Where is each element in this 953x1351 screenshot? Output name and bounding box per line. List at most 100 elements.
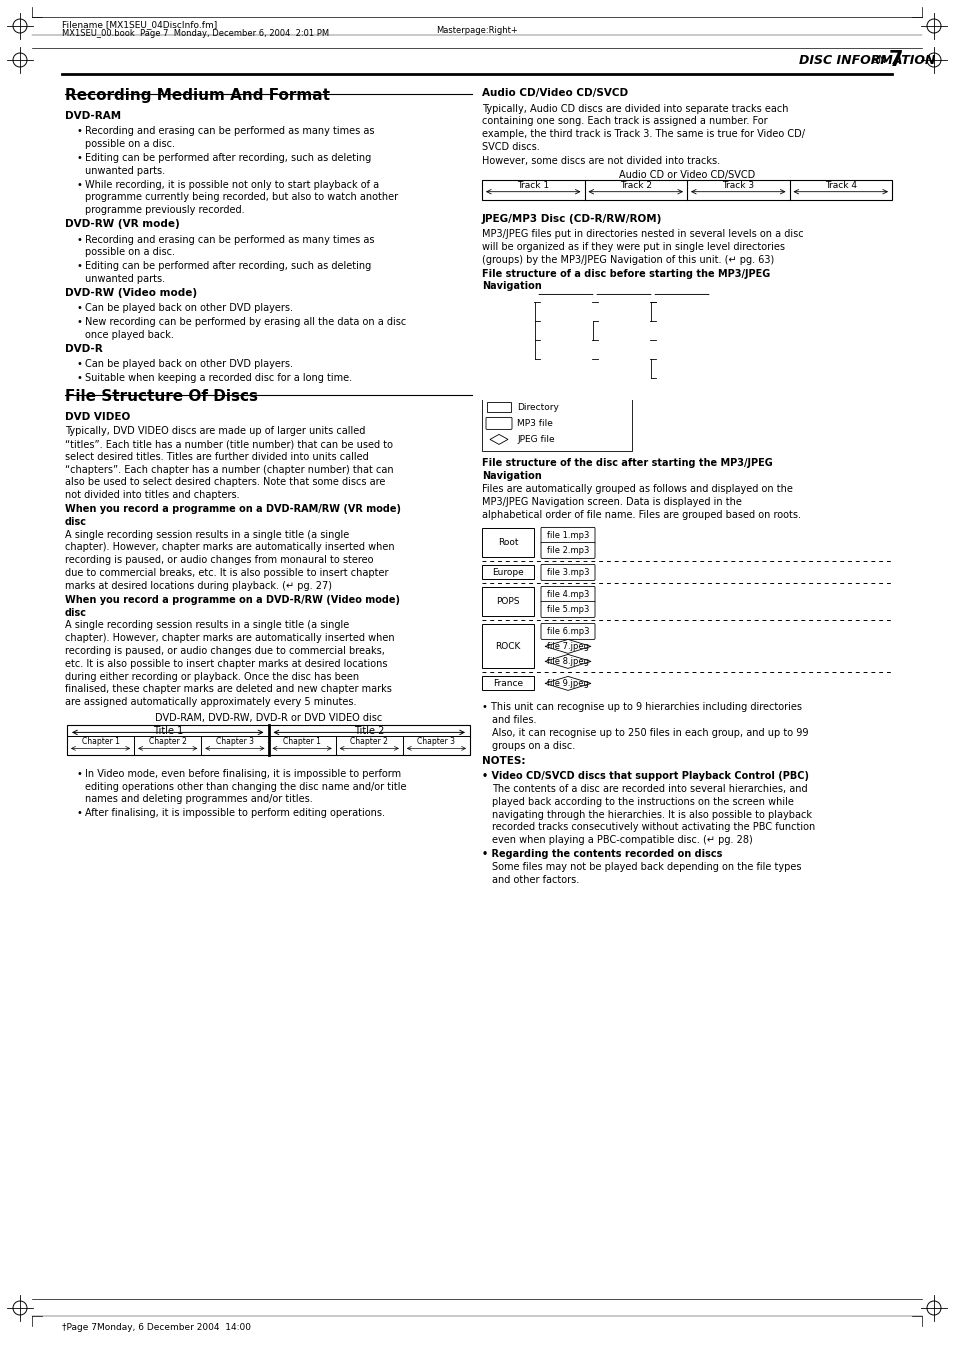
Polygon shape <box>659 353 704 366</box>
Text: file 1.mp3: file 1.mp3 <box>546 299 584 307</box>
Text: will be organized as if they were put in single level directories: will be organized as if they were put in… <box>481 242 784 253</box>
Text: JPEG/MP3 Disc (CD-R/RW/ROM): JPEG/MP3 Disc (CD-R/RW/ROM) <box>481 213 661 224</box>
Bar <box>598 334 649 347</box>
Bar <box>539 334 592 347</box>
FancyBboxPatch shape <box>597 295 650 311</box>
Text: DISC INFORMATION: DISC INFORMATION <box>799 54 935 66</box>
Text: New recording can be performed by erasing all the data on a disc: New recording can be performed by erasin… <box>85 317 406 327</box>
Text: Can be played back on other DVD players.: Can be played back on other DVD players. <box>85 359 293 369</box>
Text: Navigation: Navigation <box>481 281 541 292</box>
Bar <box>598 315 649 328</box>
Text: MP3/JPEG Navigation screen. Data is displayed in the: MP3/JPEG Navigation screen. Data is disp… <box>481 497 741 507</box>
Text: DVD-RW (VR mode): DVD-RW (VR mode) <box>65 219 179 230</box>
Text: Filename [MX1SEU_04DiscInfo.fm]: Filename [MX1SEU_04DiscInfo.fm] <box>62 20 217 28</box>
Text: Title 1: Title 1 <box>152 725 183 736</box>
Text: marks at desired locations during playback. (↵ pg. 27): marks at desired locations during playba… <box>65 581 332 590</box>
Text: Also, it can recognise up to 250 files in each group, and up to 99: Also, it can recognise up to 250 files i… <box>492 728 807 738</box>
Text: Directory: Directory <box>517 403 558 412</box>
Bar <box>481 296 534 309</box>
Text: ROCK: ROCK <box>612 336 636 345</box>
Text: file 7.jpeg: file 7.jpeg <box>546 642 588 651</box>
Text: recorded tracks consecutively without activating the PBC function: recorded tracks consecutively without ac… <box>492 823 815 832</box>
Text: Editing can be performed after recording, such as deleting: Editing can be performed after recording… <box>85 261 371 272</box>
Text: Europe: Europe <box>492 567 523 577</box>
Text: ROCK: ROCK <box>612 336 636 345</box>
Polygon shape <box>659 353 704 366</box>
Text: •: • <box>77 153 83 163</box>
Text: “titles”. Each title has a number (title number) that can be used to: “titles”. Each title has a number (title… <box>65 439 393 449</box>
Text: DVD-RAM, DVD-RW, DVD-R or DVD VIDEO disc: DVD-RAM, DVD-RW, DVD-R or DVD VIDEO disc <box>154 713 382 723</box>
Text: file 2.mp3: file 2.mp3 <box>546 317 584 326</box>
Text: Typically, Audio CD discs are divided into separate tracks each: Typically, Audio CD discs are divided in… <box>481 104 788 113</box>
FancyBboxPatch shape <box>540 565 595 581</box>
Polygon shape <box>600 353 646 366</box>
Text: While recording, it is possible not only to start playback of a: While recording, it is possible not only… <box>85 180 378 189</box>
Text: Track 4: Track 4 <box>824 181 856 189</box>
Text: Track 1: Track 1 <box>517 181 549 189</box>
Text: DVD-RW (Video mode): DVD-RW (Video mode) <box>65 288 197 297</box>
Text: file 9.jpeg: file 9.jpeg <box>604 355 642 363</box>
Text: played back according to the instructions on the screen while: played back according to the instruction… <box>492 797 793 807</box>
Text: •: • <box>77 261 83 272</box>
Text: †Page 7Monday, 6 December 2004  14:00: †Page 7Monday, 6 December 2004 14:00 <box>62 1323 251 1332</box>
Text: disc: disc <box>65 608 87 617</box>
FancyBboxPatch shape <box>655 313 708 330</box>
Text: France: France <box>494 355 521 363</box>
Text: 7: 7 <box>888 50 902 70</box>
Text: file 4.mp3: file 4.mp3 <box>546 590 589 598</box>
Text: example, the third track is Track 3. The same is true for Video CD/: example, the third track is Track 3. The… <box>481 130 804 139</box>
Text: Editing can be performed after recording, such as deleting: Editing can be performed after recording… <box>85 153 371 163</box>
FancyBboxPatch shape <box>655 313 708 330</box>
FancyBboxPatch shape <box>540 542 595 558</box>
Text: Suitable when keeping a recorded disc for a long time.: Suitable when keeping a recorded disc fo… <box>85 373 352 382</box>
Text: NOTES:: NOTES: <box>481 755 525 766</box>
Text: Root: Root <box>498 299 517 307</box>
Text: •: • <box>77 127 83 136</box>
Bar <box>481 397 631 451</box>
Text: •: • <box>77 359 83 369</box>
Bar <box>481 353 534 366</box>
FancyBboxPatch shape <box>655 295 708 311</box>
Text: POPS: POPS <box>496 597 519 607</box>
Text: file 2.mp3: file 2.mp3 <box>546 546 589 555</box>
Text: (groups) by the MP3/JPEG Navigation of this unit. (↵ pg. 63): (groups) by the MP3/JPEG Navigation of t… <box>481 255 774 265</box>
Text: ROCK: ROCK <box>495 642 520 651</box>
FancyBboxPatch shape <box>540 586 595 603</box>
Text: programme currently being recorded, but also to watch another: programme currently being recorded, but … <box>85 192 397 203</box>
Text: disc: disc <box>65 517 87 527</box>
Text: However, some discs are not divided into tracks.: However, some discs are not divided into… <box>481 155 720 166</box>
FancyBboxPatch shape <box>655 332 708 349</box>
Text: •: • <box>77 808 83 819</box>
Text: MX1SEU_00.book  Page 7  Monday, December 6, 2004  2:01 PM: MX1SEU_00.book Page 7 Monday, December 6… <box>62 28 329 38</box>
Bar <box>481 566 534 580</box>
Text: file 3.mp3: file 3.mp3 <box>546 567 589 577</box>
Text: containing one song. Each track is assigned a number. For: containing one song. Each track is assig… <box>481 116 767 126</box>
Text: and files.: and files. <box>492 715 536 725</box>
Polygon shape <box>600 353 646 366</box>
Text: navigating through the hierarchies. It is also possible to playback: navigating through the hierarchies. It i… <box>492 809 811 820</box>
Text: file 6.mp3: file 6.mp3 <box>662 336 700 345</box>
Text: finalised, these chapter marks are deleted and new chapter marks: finalised, these chapter marks are delet… <box>65 685 392 694</box>
Text: file 6.mp3: file 6.mp3 <box>662 336 700 345</box>
Text: file 5.mp3: file 5.mp3 <box>662 317 700 326</box>
Text: Recording and erasing can be performed as many times as: Recording and erasing can be performed a… <box>85 127 375 136</box>
Text: DVD-RAM: DVD-RAM <box>65 111 121 122</box>
Text: file 5.mp3: file 5.mp3 <box>546 605 589 613</box>
Bar <box>481 528 534 558</box>
Text: Audio CD/Video CD/SVCD: Audio CD/Video CD/SVCD <box>481 88 627 99</box>
Text: file 7.jpeg: file 7.jpeg <box>604 355 642 363</box>
Text: Recording and erasing can be performed as many times as: Recording and erasing can be performed a… <box>85 235 375 245</box>
FancyBboxPatch shape <box>538 295 593 311</box>
Text: Can be played back on other DVD players.: Can be played back on other DVD players. <box>85 304 293 313</box>
Text: In Video mode, even before finalising, it is impossible to perform: In Video mode, even before finalising, i… <box>85 769 400 780</box>
Text: programme previously recorded.: programme previously recorded. <box>85 205 244 215</box>
Text: File Structure Of Discs: File Structure Of Discs <box>65 389 257 404</box>
Text: Track 2: Track 2 <box>619 181 651 189</box>
Text: file 3.mp3: file 3.mp3 <box>604 299 642 307</box>
Text: DVD-R: DVD-R <box>65 343 103 354</box>
Bar <box>481 296 534 309</box>
Text: alphabetical order of file name. Files are grouped based on roots.: alphabetical order of file name. Files a… <box>481 509 801 520</box>
Text: possible on a disc.: possible on a disc. <box>85 139 174 150</box>
Text: Europe: Europe <box>493 336 522 345</box>
Text: possible on a disc.: possible on a disc. <box>85 247 174 258</box>
